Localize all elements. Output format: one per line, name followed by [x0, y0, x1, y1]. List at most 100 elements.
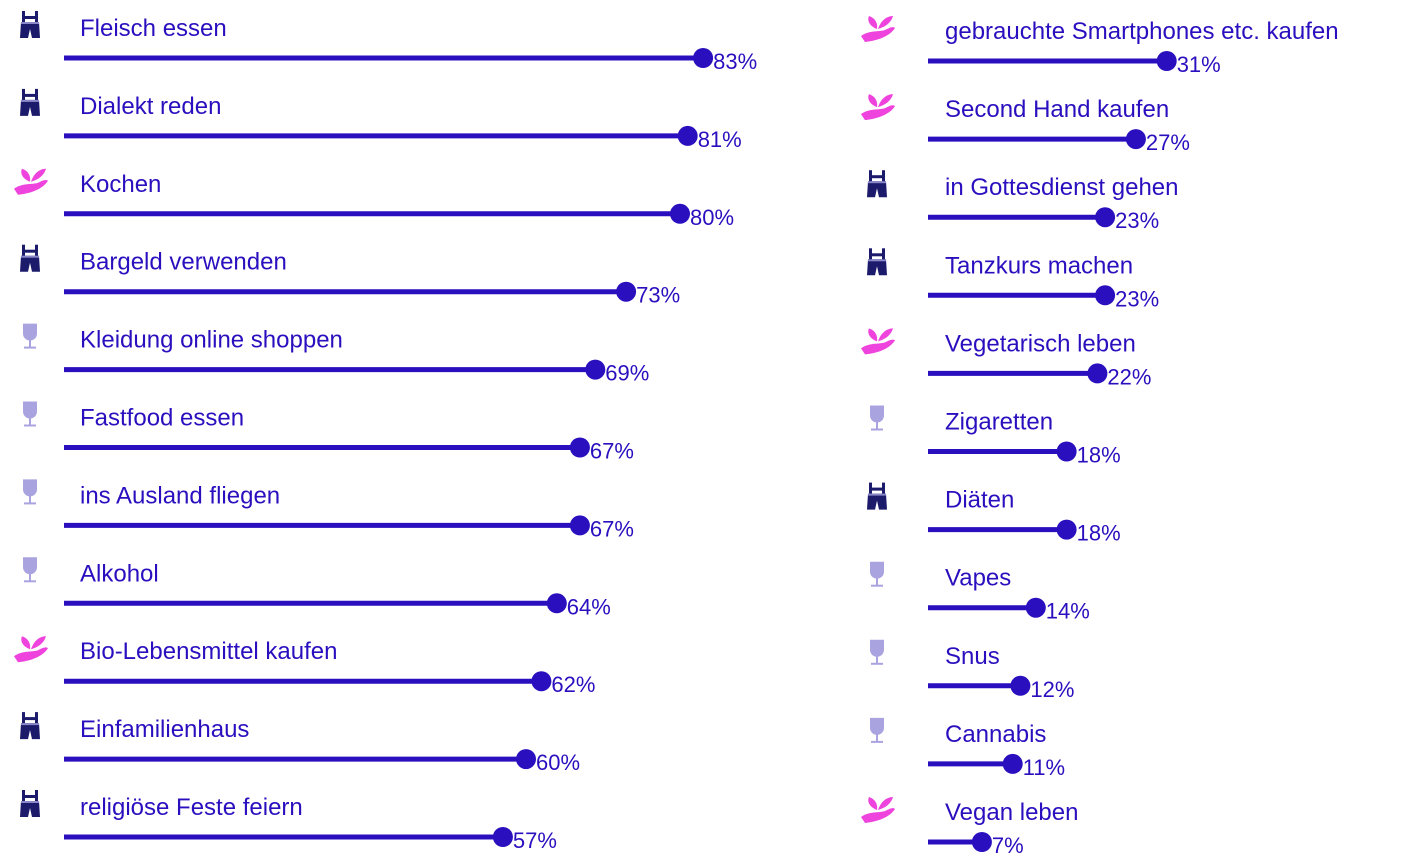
lollipop-dot: [677, 125, 698, 146]
lederhosen-icon: [20, 712, 40, 740]
value-label: 69%: [605, 361, 649, 386]
bowl: [870, 717, 884, 735]
plant-hand-icon: [14, 636, 48, 663]
bowl: [23, 323, 37, 341]
category-label: Dialekt reden: [80, 93, 221, 120]
lollipop-dot: [1056, 519, 1077, 540]
plant-hand-icon: [861, 16, 895, 42]
lollipop-dot: [693, 48, 714, 68]
wine-glass-icon: [23, 557, 37, 583]
category-label: ins Ausland fliegen: [80, 482, 280, 509]
value-label: 83%: [713, 49, 757, 74]
value-label: 18%: [1077, 443, 1121, 468]
value-label: 80%: [690, 205, 734, 230]
category-label: Vapes: [945, 565, 1011, 592]
value-label: 31%: [1177, 52, 1221, 77]
category-label: Second Hand kaufen: [945, 96, 1169, 123]
leaf: [868, 16, 878, 29]
category-label: Fleisch essen: [80, 15, 227, 42]
category-label: Zigaretten: [945, 409, 1053, 436]
hand: [14, 179, 48, 195]
stem: [876, 421, 878, 430]
lollipop-dot: [1087, 363, 1108, 384]
crossbar: [22, 795, 38, 798]
belt: [868, 493, 886, 496]
value-label: 7%: [992, 833, 1024, 854]
lollipop-dot: [492, 827, 513, 847]
base: [871, 584, 883, 587]
leaf: [31, 636, 46, 650]
belt: [21, 255, 39, 258]
leaf: [21, 168, 31, 182]
shorts: [20, 723, 40, 740]
crossbar: [869, 487, 885, 491]
stem: [876, 733, 878, 742]
bowl: [870, 639, 884, 657]
lederhosen-icon: [867, 248, 887, 276]
lollipop-dot: [516, 749, 536, 770]
value-label: 73%: [636, 283, 680, 308]
lederhosen-icon: [20, 11, 40, 38]
base: [871, 740, 883, 743]
crossbar: [22, 16, 38, 19]
shorts: [867, 259, 887, 276]
value-label: 57%: [513, 828, 557, 853]
category-label: Fastfood essen: [80, 405, 244, 432]
crossbar: [869, 175, 885, 179]
shorts: [20, 22, 40, 38]
lederhosen-icon: [20, 88, 40, 116]
shorts: [20, 99, 40, 116]
leaf: [878, 328, 893, 342]
plant-hand-icon: [861, 797, 895, 823]
leaf: [878, 16, 893, 29]
leaf: [878, 797, 893, 810]
plant-hand-icon: [861, 94, 895, 121]
category-label: gebrauchte Smartphones etc. kaufen: [945, 18, 1339, 45]
value-label: 18%: [1077, 521, 1121, 546]
lederhosen-icon: [20, 244, 40, 272]
value-label: 22%: [1107, 364, 1151, 389]
belt: [868, 181, 886, 184]
wine-glass-icon: [870, 639, 884, 665]
plant-hand-icon: [14, 168, 48, 195]
hand: [861, 339, 895, 355]
category-label: Tanzkurs machen: [945, 252, 1133, 279]
bowl: [23, 479, 37, 497]
belt: [21, 801, 39, 803]
lollipop-dot: [585, 359, 606, 380]
value-label: 23%: [1115, 208, 1159, 233]
lollipop-dot: [670, 203, 690, 224]
crossbar: [22, 249, 38, 253]
leaf: [868, 94, 878, 108]
base: [871, 428, 883, 431]
hand: [861, 27, 895, 42]
lollipop-dot: [1010, 675, 1031, 696]
hand: [861, 808, 895, 823]
value-label: 12%: [1030, 677, 1074, 702]
leaf: [868, 328, 878, 342]
stem: [29, 339, 31, 348]
stem: [29, 573, 31, 582]
category-label: Alkohol: [80, 560, 159, 587]
value-label: 67%: [590, 516, 634, 541]
belt: [21, 22, 39, 24]
bowl: [870, 405, 884, 423]
category-label: Vegan leben: [945, 799, 1078, 826]
value-label: 14%: [1046, 599, 1090, 624]
leaf: [878, 94, 893, 108]
base: [24, 580, 36, 583]
wine-glass-icon: [23, 479, 37, 505]
base: [24, 502, 36, 505]
lederhosen-icon: [867, 170, 887, 198]
category-label: Diäten: [945, 487, 1014, 514]
value-label: 81%: [698, 127, 742, 152]
category-label: Cannabis: [945, 721, 1046, 748]
wine-glass-icon: [23, 401, 37, 427]
value-label: 23%: [1115, 286, 1159, 311]
lollipop-dot: [616, 281, 637, 302]
lederhosen-icon: [20, 790, 40, 817]
wine-glass-icon: [870, 405, 884, 431]
category-label: in Gottesdienst gehen: [945, 174, 1179, 201]
lollipop-dot: [569, 437, 590, 458]
